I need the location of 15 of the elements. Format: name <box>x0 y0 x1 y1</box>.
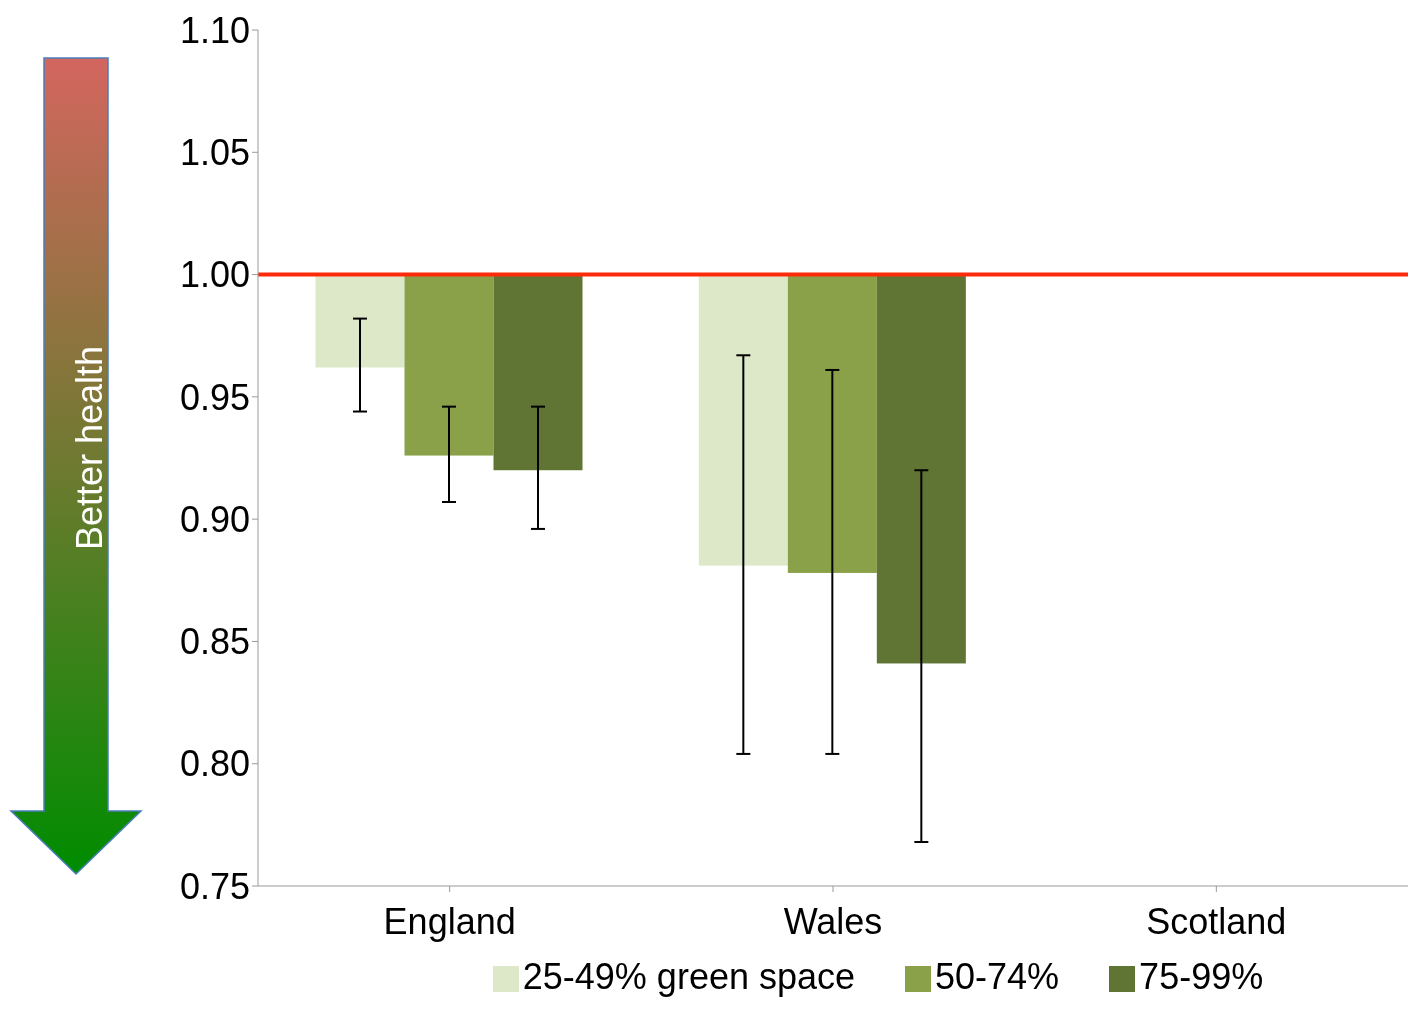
y-tick-label: 0.80 <box>179 743 250 785</box>
y-tick-label: 0.75 <box>179 865 250 907</box>
x-tick-label: Scotland <box>1146 900 1287 942</box>
legend-label: 50-74% <box>935 956 1060 997</box>
text: Better health <box>69 345 110 551</box>
y-tick-label: 1.05 <box>179 132 250 174</box>
legend-label: 25-49% green space <box>522 956 856 997</box>
y-tick-label: 0.90 <box>179 498 250 540</box>
y-tick-label: 1.00 <box>179 254 250 296</box>
y-tick-label: 0.95 <box>179 376 250 418</box>
legend-label: 75-99% <box>1139 956 1264 997</box>
y-tick-label: 1.10 <box>179 9 250 51</box>
x-tick-label: Wales <box>783 900 883 942</box>
x-tick-label: England <box>383 900 516 942</box>
y-tick-label: 0.85 <box>179 621 250 663</box>
